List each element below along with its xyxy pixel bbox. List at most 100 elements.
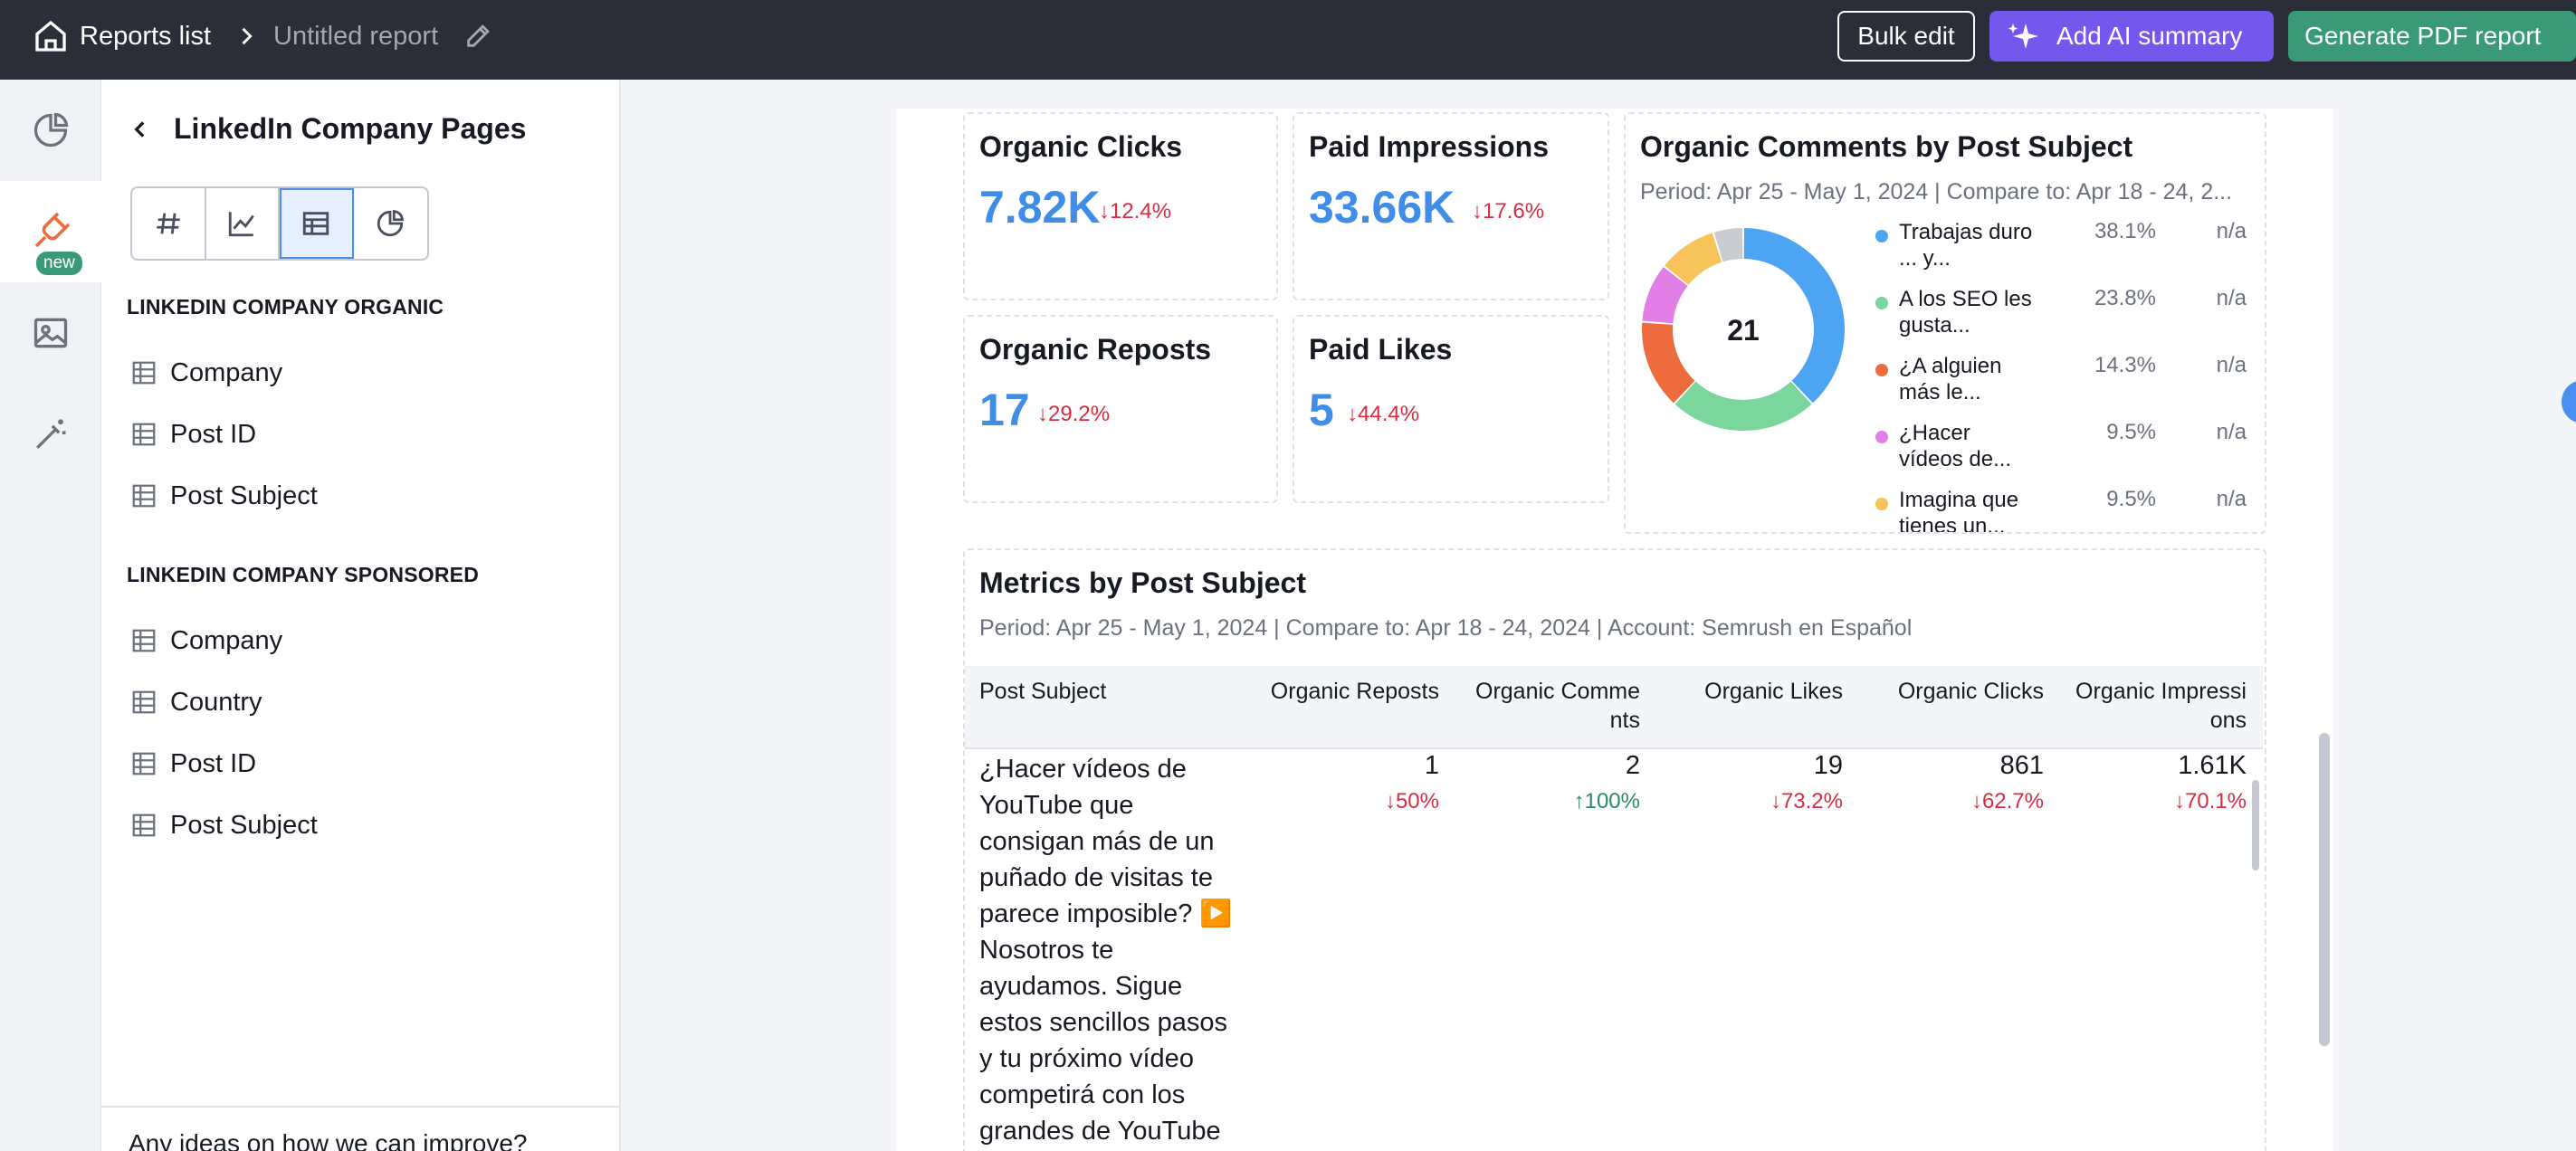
likes-delta: ↓73.2%	[1770, 789, 1843, 813]
table-item-label: Company	[170, 625, 283, 655]
table-item-company[interactable]: Company	[130, 355, 282, 391]
legend-compare: n/a	[2216, 353, 2247, 377]
rail-widgets[interactable]	[0, 80, 101, 181]
panel-title: LinkedIn Company Pages	[174, 112, 527, 145]
top-bar: Reports list Untitled report Bulk edit A…	[0, 0, 2576, 80]
report-canvas: Organic Clicks 7.82K ↓12.4% Paid Impress…	[896, 109, 2333, 1151]
view-pie-chart-button[interactable]	[354, 188, 427, 259]
rail-images[interactable]	[0, 282, 101, 384]
legend-item[interactable]: A los SEO les gusta... 23.8% n/a	[1875, 286, 2247, 353]
clicks-value: 861	[1999, 751, 2044, 780]
table-item-post-subject[interactable]: Post Subject	[130, 807, 318, 843]
kpi-title: Organic Clicks	[979, 130, 1183, 163]
legend-label: Trabajas duro ... y...	[1899, 220, 2033, 271]
reposts-delta: ↓50%	[1384, 789, 1439, 813]
donut-slice[interactable]	[1642, 267, 1688, 324]
comments-delta: ↑100%	[1573, 789, 1640, 813]
kpi-title: Organic Reposts	[979, 333, 1212, 366]
legend-item[interactable]: ¿Hacer vídeos de... 9.5% n/a	[1875, 420, 2247, 487]
donut-total: 21	[1727, 314, 1760, 347]
side-tab-handle[interactable]	[2562, 380, 2576, 423]
legend-percent: 9.5%	[2106, 420, 2156, 444]
table-icon	[132, 813, 156, 837]
column-header-organic-likes[interactable]: Organic Likes	[1704, 679, 1843, 704]
table-icon	[132, 484, 156, 508]
view-line-chart-button[interactable]	[206, 188, 280, 259]
table-header: Post Subject Organic Reposts Organic Com…	[965, 666, 2263, 749]
sparkle-icon	[2008, 24, 2038, 49]
donut-slice[interactable]	[1665, 233, 1722, 285]
pie-chart-icon	[33, 112, 69, 147]
kpi-value: 33.66K	[1309, 182, 1455, 233]
feedback-footer[interactable]: Any ideas on how we can improve?	[101, 1106, 619, 1151]
donut-slice[interactable]	[1743, 228, 1845, 404]
table-item-label: Company	[170, 357, 283, 387]
view-number-button[interactable]	[132, 188, 206, 259]
plug-icon	[34, 212, 71, 248]
table-item-company[interactable]: Company	[130, 623, 282, 659]
view-table-button[interactable]	[280, 188, 354, 259]
feedback-prompt: Any ideas on how we can improve?	[129, 1129, 528, 1151]
kpi-title: Paid Impressions	[1309, 130, 1549, 163]
reposts-value: 1	[1424, 751, 1439, 780]
kpi-card-paid-likes[interactable]: Paid Likes 5 ↓44.4%	[1293, 315, 1609, 503]
kpi-delta: ↓44.4%	[1347, 402, 1420, 426]
magic-wand-icon	[36, 419, 66, 449]
kpi-value: 5	[1309, 385, 1334, 435]
column-header-organic-impressions[interactable]: Organic Impressi ons	[2075, 679, 2247, 733]
legend-item[interactable]: Trabajas duro ... y... 38.1% n/a	[1875, 219, 2247, 286]
page-scrollbar[interactable]	[2319, 733, 2330, 1046]
icon-rail: new	[0, 80, 101, 1151]
add-ai-summary-button[interactable]: Add AI summary	[1989, 11, 2274, 62]
kpi-card-paid-impressions[interactable]: Paid Impressions 33.66K ↓17.6%	[1293, 112, 1609, 300]
line-chart-icon	[229, 212, 255, 237]
breadcrumb-reports-list[interactable]: Reports list	[80, 22, 212, 51]
kpi-card-organic-reposts[interactable]: Organic Reposts 17 ↓29.2%	[963, 315, 1278, 503]
donut-slice[interactable]	[1713, 228, 1743, 262]
donut-slice[interactable]	[1674, 381, 1812, 431]
add-ai-summary-label: Add AI summary	[2056, 22, 2243, 50]
legend-dot	[1875, 297, 1888, 309]
clicks-delta: ↓62.7%	[1970, 789, 2044, 813]
table-period: Period: Apr 25 - May 1, 2024 | Compare t…	[979, 615, 1913, 641]
column-header-organic-clicks[interactable]: Organic Clicks	[1897, 679, 2044, 704]
table-item-country[interactable]: Country	[130, 684, 262, 720]
donut-slice[interactable]	[1642, 322, 1695, 404]
table-icon	[132, 423, 156, 446]
column-header-organic-reposts[interactable]: Organic Reposts	[1270, 679, 1439, 704]
hash-icon	[157, 213, 180, 234]
back-arrow-icon[interactable]	[129, 118, 152, 141]
image-icon	[33, 318, 68, 348]
generate-pdf-button[interactable]: Generate PDF report	[2288, 11, 2576, 62]
kpi-card-organic-clicks[interactable]: Organic Clicks 7.82K ↓12.4%	[963, 112, 1278, 300]
impressions-delta: ↓70.1%	[2173, 789, 2247, 813]
legend-item[interactable]: ¿A alguien más le... 14.3% n/a	[1875, 353, 2247, 420]
section-heading-organic: LINKEDIN COMPANY ORGANIC	[127, 295, 444, 319]
column-header-post-subject[interactable]: Post Subject	[979, 679, 1107, 704]
donut-card[interactable]: Organic Comments by Post Subject Period:…	[1624, 112, 2266, 534]
legend-percent: 9.5%	[2106, 487, 2156, 511]
table-scrollbar[interactable]	[2252, 780, 2259, 870]
bulk-edit-button[interactable]: Bulk edit	[1837, 11, 1975, 62]
column-header-organic-comments[interactable]: Organic Comme nts	[1475, 679, 1640, 733]
pencil-icon[interactable]	[463, 20, 494, 51]
table-item-label: Post ID	[170, 419, 257, 449]
rail-integrations[interactable]: new	[0, 181, 101, 282]
kpi-value: 7.82K	[979, 182, 1101, 233]
table-item-post-id[interactable]: Post ID	[130, 746, 256, 782]
table-icon	[132, 361, 156, 385]
table-item-post-subject[interactable]: Post Subject	[130, 478, 318, 514]
kpi-delta: ↓17.6%	[1472, 199, 1545, 224]
table-item-post-id[interactable]: Post ID	[130, 416, 256, 452]
kpi-value: 17	[979, 385, 1030, 435]
rail-design[interactable]	[0, 384, 101, 485]
legend-dot	[1875, 431, 1888, 443]
report-title[interactable]: Untitled report	[273, 22, 439, 51]
home-icon[interactable]	[33, 18, 69, 54]
legend-item[interactable]: Imagina que tienes un... 9.5% n/a	[1875, 487, 2247, 534]
table-icon	[132, 752, 156, 775]
legend-label: Imagina que tienes un...	[1899, 488, 2019, 534]
table-icon	[302, 212, 329, 235]
legend-dot	[1875, 230, 1888, 243]
metrics-table-card[interactable]: Metrics by Post Subject Period: Apr 25 -…	[963, 548, 2266, 1151]
